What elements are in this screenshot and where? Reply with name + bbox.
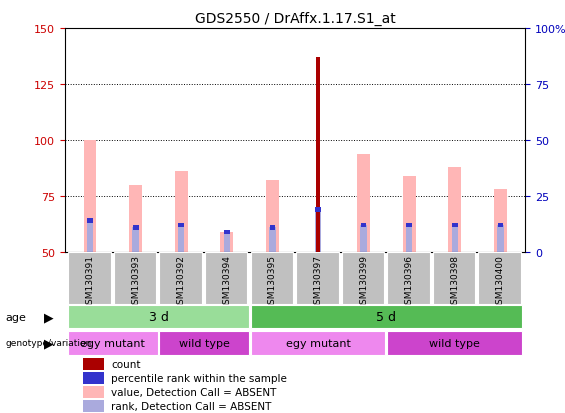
Bar [87,221,93,252]
Bar [224,232,230,252]
Bar [179,223,184,228]
Bar [449,168,461,252]
Bar [87,219,93,223]
Bar [84,141,97,252]
Bar [175,172,188,252]
Bar [84,372,104,384]
Bar [68,331,158,355]
Text: count: count [111,359,141,369]
Text: ▶: ▶ [44,310,53,323]
Bar [498,223,503,228]
Bar [133,225,138,230]
Text: wild type: wild type [179,338,229,348]
Text: wild type: wild type [429,338,480,348]
Bar [114,252,156,304]
Text: ▶: ▶ [44,337,53,349]
Bar [360,223,367,228]
Bar [433,252,475,304]
Text: GSM130395: GSM130395 [268,254,277,309]
Text: 5 d: 5 d [376,310,397,323]
Text: 3 d: 3 d [149,310,168,323]
Bar [250,252,293,304]
Bar [220,232,233,252]
Bar [497,225,503,252]
Bar [159,331,249,355]
Text: GSM130391: GSM130391 [85,254,94,309]
Text: age: age [6,312,27,322]
Text: GSM130396: GSM130396 [405,254,414,309]
Bar [494,190,507,252]
Bar [315,208,321,212]
Bar [129,185,142,252]
Bar [296,252,338,304]
Bar [159,252,202,304]
Text: GSM130394: GSM130394 [222,254,231,309]
Text: GSM130399: GSM130399 [359,254,368,309]
Bar [270,228,276,252]
Text: value, Detection Call = ABSENT: value, Detection Call = ABSENT [111,387,276,397]
Text: GSM130400: GSM130400 [496,254,505,309]
Bar [451,225,458,252]
Bar [357,154,370,252]
Bar [406,225,412,252]
Bar [205,252,247,304]
Bar [403,176,416,252]
Text: GSM130398: GSM130398 [450,254,459,309]
Bar [479,252,521,304]
Title: GDS2550 / DrAffx.1.17.S1_at: GDS2550 / DrAffx.1.17.S1_at [195,12,396,26]
Bar [68,252,111,304]
Bar [342,252,384,304]
Bar [84,386,104,398]
Text: GSM130392: GSM130392 [177,254,186,309]
Text: GSM130393: GSM130393 [131,254,140,309]
Bar [387,331,522,355]
Bar [250,305,522,328]
Bar [270,225,275,230]
Text: percentile rank within the sample: percentile rank within the sample [111,373,287,383]
Text: rank, Detection Call = ABSENT: rank, Detection Call = ABSENT [111,401,271,411]
Bar [178,225,184,252]
Bar [132,228,139,252]
Bar [316,58,320,252]
Text: genotype/variation: genotype/variation [6,339,92,347]
Bar [387,252,430,304]
Bar [406,223,412,228]
Bar [360,225,367,252]
Text: GSM130397: GSM130397 [314,254,323,309]
Bar [68,305,249,328]
Bar [224,230,230,235]
Bar [452,223,458,228]
Text: egy mutant: egy mutant [80,338,145,348]
Bar [84,400,104,412]
Bar [266,181,279,252]
Text: egy mutant: egy mutant [285,338,350,348]
Bar [84,358,104,370]
Bar [250,331,385,355]
Bar [315,210,321,252]
